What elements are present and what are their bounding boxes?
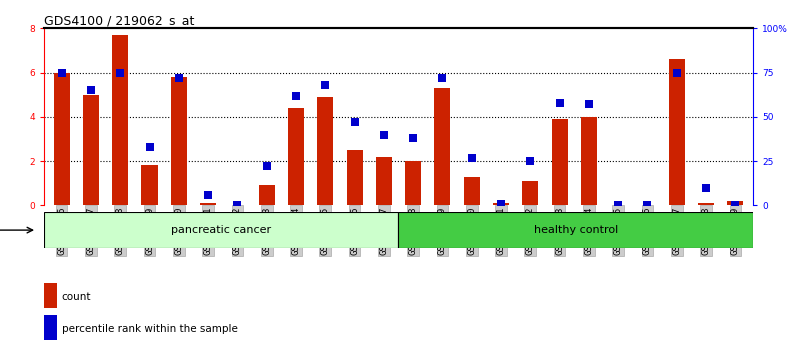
Point (699, 185, 712, 190)
Bar (376, 156, 392, 205)
Point (465, 155, 478, 160)
Bar (288, 108, 304, 205)
Bar (522, 181, 538, 205)
Point (407, 135, 420, 141)
Bar (581, 117, 597, 205)
Point (641, 202, 654, 208)
Text: count: count (62, 292, 91, 302)
Bar (399, 212, 753, 248)
Text: pancreatic cancer: pancreatic cancer (171, 225, 272, 235)
Bar (112, 35, 128, 205)
Point (55, 70, 68, 75)
Point (260, 164, 273, 169)
Bar (44, 315, 57, 340)
Bar (44, 283, 57, 308)
Point (553, 100, 566, 105)
Point (143, 144, 156, 150)
Bar (200, 203, 216, 205)
Bar (405, 161, 421, 205)
Text: healthy control: healthy control (533, 225, 618, 235)
Bar (347, 150, 363, 205)
Bar (493, 203, 509, 205)
Point (436, 75, 449, 81)
Bar (259, 185, 275, 205)
Point (231, 202, 244, 208)
Bar (552, 119, 568, 205)
Bar (698, 203, 714, 205)
Bar (464, 177, 480, 205)
Bar (669, 59, 685, 205)
Point (729, 202, 742, 208)
Bar (317, 97, 333, 205)
Point (202, 192, 215, 198)
Point (319, 82, 332, 88)
Point (348, 119, 361, 125)
Bar (727, 201, 743, 205)
Bar (434, 88, 450, 205)
Point (670, 70, 683, 75)
Point (172, 75, 185, 81)
Bar (171, 77, 187, 205)
Point (524, 158, 537, 164)
Point (494, 201, 507, 206)
Point (582, 102, 595, 107)
Bar (142, 166, 158, 205)
Bar (54, 73, 70, 205)
Point (85, 87, 98, 93)
Point (290, 93, 303, 98)
Point (612, 202, 625, 208)
Bar (83, 95, 99, 205)
Bar (44, 212, 399, 248)
Text: GDS4100 / 219062_s_at: GDS4100 / 219062_s_at (44, 14, 195, 27)
Text: percentile rank within the sample: percentile rank within the sample (62, 324, 238, 334)
Point (377, 132, 390, 137)
Point (114, 70, 127, 75)
